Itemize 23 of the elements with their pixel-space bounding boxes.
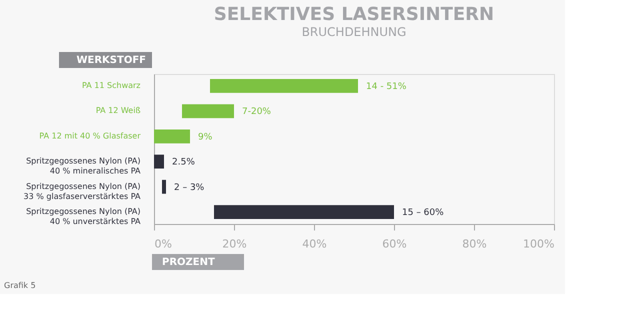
- y-tick-label: PA 12 mit 40 % Glasfaser: [39, 131, 142, 140]
- x-tick-label: 40%: [302, 238, 327, 250]
- annotation: 15 – 60%: [402, 208, 444, 218]
- y-tick-label: Spritzgegossenes Nylon (PA) 33 % glasfaserverstärktes PA: [24, 182, 142, 201]
- y-axis-title: WERKSTOFF: [76, 55, 146, 66]
- x-tick-label: 60%: [382, 238, 407, 250]
- y-tick-label: PA 12 Weiß: [96, 106, 140, 116]
- annotation: 9%: [198, 132, 213, 142]
- chart-title: SELEKTIVES LASERSINTERN: [214, 4, 494, 25]
- x-tick-label: 0%: [154, 238, 172, 250]
- y-tick-label: PA 11 Schwarz: [82, 80, 140, 90]
- x-axis-title: PROZENT: [162, 257, 215, 268]
- x-tick-label: 80%: [462, 238, 487, 250]
- annotation: 14 - 51%: [366, 82, 407, 92]
- annotation: 2.5%: [172, 158, 196, 168]
- annotation: 7-20%: [242, 107, 272, 118]
- x-tick-label: 20%: [222, 238, 247, 250]
- y-tick-label: Spritzgegossenes Nylon (PA) 40 % unverstärktes PA: [26, 207, 142, 226]
- annotation: 2 – 3%: [174, 182, 205, 193]
- text: Grafik 5: [4, 281, 36, 290]
- y-tick-label: Spritzgegossenes Nylon (PA) 40 % mineralisches PA: [26, 156, 142, 176]
- chart-subtitle: BRUCHDEHNUNG: [302, 25, 406, 39]
- x-tick-label: 100%: [523, 238, 554, 250]
